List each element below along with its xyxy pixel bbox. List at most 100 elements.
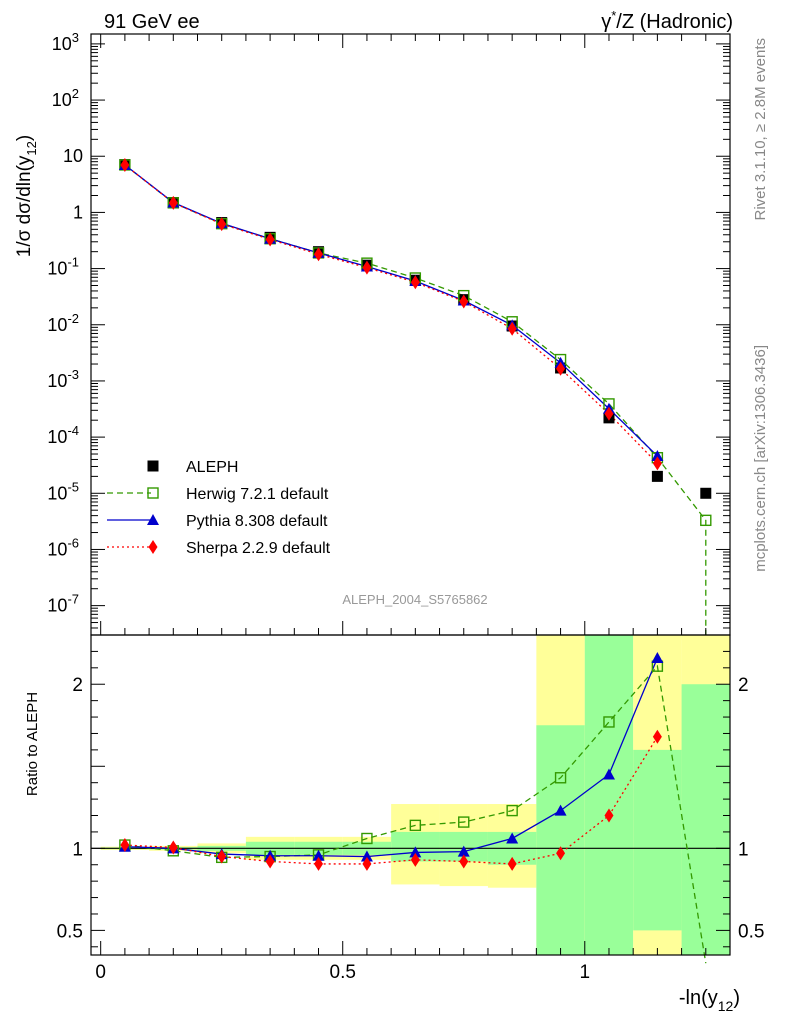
- ratio-point-herwig-9: [554, 772, 567, 784]
- main-point-aleph-12: [700, 487, 712, 499]
- ratio-ytick-label-right-1: 1: [738, 839, 749, 860]
- legend-marker-aleph: [147, 460, 159, 472]
- ratio-point-herwig-10: [603, 716, 615, 728]
- main-point-sherpa-3: [265, 232, 275, 247]
- ratio-ytick-label-left-2: 2: [72, 675, 83, 696]
- main-point-sherpa-11: [652, 456, 662, 471]
- xtick-label-2: 1: [579, 962, 590, 983]
- legend-label-pythia: Pythia 8.308 default: [186, 513, 328, 530]
- main-point-sherpa-7: [459, 294, 469, 309]
- tick-exponent: -1: [67, 255, 79, 270]
- ratio-point-pythia-6: [409, 846, 422, 858]
- tick-base: 10: [47, 315, 67, 335]
- tick-base: 10: [47, 427, 67, 447]
- analysis-label: ALEPH_2004_S5765862: [342, 592, 487, 607]
- main-line-pythia: [124, 164, 658, 457]
- main-point-aleph-11: [651, 470, 663, 482]
- ratio-ytick-label-right-2: 2: [738, 675, 749, 696]
- ratio-point-sherpa-5: [362, 856, 372, 871]
- xtick-label-0: 0: [95, 962, 106, 983]
- tick-base: 10: [52, 90, 72, 110]
- ratio-point-sherpa-6: [410, 852, 420, 867]
- ratio-line-herwig: [124, 664, 707, 964]
- main-point-herwig-12: [700, 514, 712, 527]
- ratio-point-sherpa-3: [265, 854, 275, 869]
- ratio-uncertainty-bands: [100, 635, 730, 955]
- ratio-y-axis-label: Ratio to ALEPH: [24, 692, 41, 796]
- tick-exponent: 2: [72, 86, 79, 101]
- tick-exponent: -4: [67, 423, 79, 438]
- tick-base: 10: [47, 596, 67, 616]
- band-green-9: [536, 725, 585, 955]
- ratio-point-pythia-7: [457, 845, 470, 857]
- tick-base: 1: [73, 202, 83, 222]
- ratio-ytick-label-right-0: 0.5: [738, 921, 764, 942]
- tick-base: 10: [47, 371, 67, 391]
- ratio-point-herwig-6: [409, 819, 422, 832]
- legend-marker-herwig: [147, 487, 159, 499]
- ratio-point-sherpa-4: [314, 856, 324, 871]
- tick-exponent: -6: [67, 535, 79, 550]
- main-ytick-label-4: 10-3: [47, 367, 79, 391]
- main-ytick-label-6: 10-1: [47, 255, 79, 279]
- ratio-point-sherpa-11: [652, 729, 662, 744]
- tick-exponent: -5: [67, 479, 79, 494]
- legend-label-aleph: ALEPH: [186, 459, 238, 476]
- main-ytick-label-2: 10-5: [47, 479, 79, 503]
- ratio-point-pythia-8: [506, 832, 519, 844]
- tick-base: 10: [47, 483, 67, 503]
- ratio-series-lines: [91, 657, 730, 964]
- tick-exponent: -2: [67, 311, 79, 326]
- x-axis-label: -ln(y12): [679, 987, 740, 1014]
- legend-label-sherpa: Sherpa 2.2.9 default: [186, 540, 331, 557]
- ratio-point-sherpa-2: [217, 849, 227, 864]
- ratio-point-pythia-11: [651, 651, 664, 663]
- band-green-10: [584, 635, 634, 955]
- main-point-sherpa-5: [362, 260, 372, 275]
- legend-marker-sherpa: [148, 540, 158, 554]
- ratio-point-sherpa-8: [507, 856, 517, 871]
- main-ytick-label-1: 10-6: [47, 535, 79, 559]
- legend: ALEPH Herwig 7.2.1 default Pythia 8.308 de…: [107, 459, 331, 557]
- main-line-herwig: [124, 164, 707, 635]
- ratio-point-pythia-9: [554, 804, 567, 816]
- tick-base: 10: [52, 34, 72, 54]
- ratio-point-herwig-7: [458, 816, 470, 828]
- band-green-11: [633, 749, 682, 931]
- ratio-point-pythia-5: [360, 850, 373, 862]
- main-ytick-label-0: 10-7: [47, 592, 79, 616]
- ratio-frame: [90, 634, 731, 956]
- header-left: 91 GeV ee: [104, 11, 200, 33]
- axes-frames: [90, 33, 731, 956]
- axis-ticks: 10-710-610-510-410-310-210-11101021030.5…: [47, 30, 764, 983]
- ratio-ytick-label-left-0: 0.5: [57, 921, 83, 942]
- tick-exponent: 3: [72, 30, 79, 45]
- ratio-point-herwig-8: [506, 804, 518, 817]
- main-ytick-label-5: 10-2: [47, 311, 79, 335]
- main-point-sherpa-8: [507, 321, 517, 336]
- ratio-point-pythia-4: [312, 849, 325, 861]
- ratio-point-sherpa-10: [604, 808, 614, 823]
- main-point-sherpa-0: [120, 157, 130, 172]
- main-point-sherpa-9: [556, 361, 566, 376]
- main-ytick-label-3: 10-4: [47, 423, 79, 447]
- ratio-point-sherpa-7: [459, 854, 469, 869]
- ratio-point-sherpa-9: [556, 846, 566, 861]
- main-ytick-label-9: 102: [52, 86, 79, 110]
- main-y-axis-label: 1/σ dσ/dln(y12): [14, 135, 39, 257]
- tick-exponent: -7: [67, 592, 79, 607]
- ratio-point-sherpa-1: [168, 840, 178, 855]
- main-series-markers: [118, 157, 712, 527]
- tick-base: 10: [47, 259, 67, 279]
- ratio-ytick-label-left-1: 1: [72, 839, 83, 860]
- ratio-point-sherpa-0: [120, 838, 130, 853]
- rivet-version-label: Rivet 3.1.10, ≥ 2.8M events: [752, 38, 769, 221]
- main-ytick-label-10: 103: [52, 30, 79, 54]
- main-series-lines: [124, 164, 707, 635]
- ratio-point-herwig-5: [361, 832, 373, 845]
- band-green-12: [681, 684, 730, 955]
- ratio-line-pythia: [124, 657, 658, 858]
- main-line-sherpa: [124, 164, 658, 464]
- tick-exponent: -3: [67, 367, 79, 382]
